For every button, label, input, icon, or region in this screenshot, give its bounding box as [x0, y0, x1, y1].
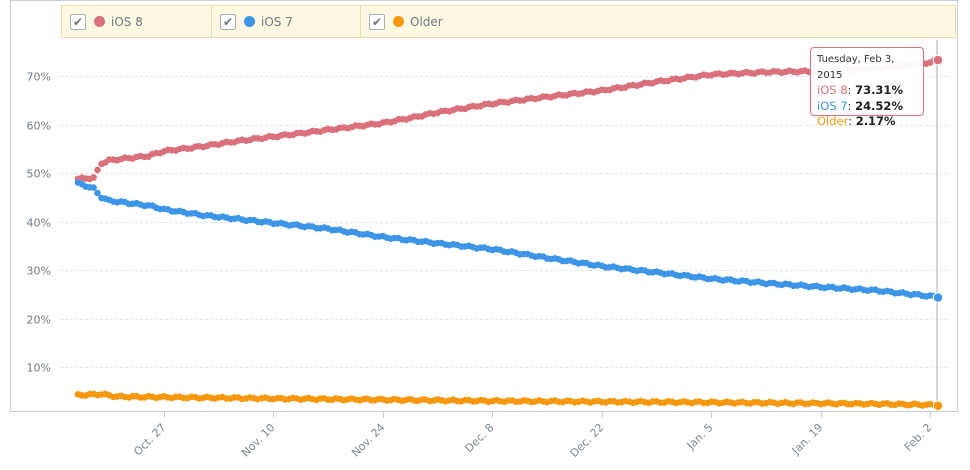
legend-item-ios8[interactable]: ✔ iOS 8 [62, 6, 212, 37]
y-tick-label: 10% [27, 362, 51, 375]
checkbox-icon[interactable]: ✔ [369, 13, 385, 30]
gridlines [60, 76, 948, 368]
tooltip-series-label: iOS 7 [817, 98, 848, 113]
series-older [74, 390, 944, 412]
tooltip-value: 2.17% [855, 114, 896, 128]
tooltip-row-ios8: iOS 8: 73.31% [817, 83, 903, 97]
legend-label: Older [410, 14, 443, 29]
y-axis: 10% 20% 30% 40% 50% 60% 70% [27, 71, 51, 375]
legend: ✔ iOS 8 ✔ iOS 7 ✔ Older [61, 5, 956, 38]
series-color-dot-icon [244, 16, 255, 27]
tooltip: Tuesday, Feb 3, 2015 iOS 8: 73.31% iOS 7… [810, 47, 924, 128]
tooltip-series-label: Older [817, 114, 849, 128]
tooltip-value: 73.31% [855, 83, 903, 97]
tooltip-row-ios7: iOS 7: 24.52% [817, 98, 903, 113]
y-tick-label: 60% [27, 120, 51, 133]
data-point [932, 292, 944, 303]
series-color-dot-icon [94, 16, 105, 27]
x-tick-label: Feb. 2 [902, 421, 935, 454]
checkbox-icon[interactable]: ✔ [220, 13, 236, 30]
y-tick-label: 70% [27, 71, 51, 84]
data-point [90, 184, 97, 191]
y-tick-label: 30% [27, 265, 51, 278]
checkbox-icon[interactable]: ✔ [70, 13, 86, 30]
x-tick-label: Jan. 19 [789, 421, 826, 458]
x-tick-label: Dec. 8 [462, 421, 496, 455]
x-tick-label: Nov. 10 [239, 421, 278, 460]
x-axis: Oct. 27 Nov. 10 Nov. 24 Dec. 8 Dec. 22 Jan. 5… [131, 412, 935, 460]
data-point [932, 54, 944, 66]
data-point [90, 174, 97, 181]
tooltip-row-older: Older: 2.17% [817, 114, 896, 128]
data-point [94, 166, 101, 174]
x-tick-label: Jan. 5 [684, 421, 716, 453]
tooltip-value: 24.52% [855, 98, 903, 113]
series-ios-7 [74, 179, 944, 303]
x-tick-label: Dec. 22 [568, 421, 607, 460]
x-tick-label: Nov. 24 [349, 421, 388, 460]
legend-label: iOS 7 [261, 14, 293, 29]
series-color-dot-icon [393, 16, 404, 27]
legend-label: iOS 8 [111, 14, 143, 29]
y-tick-label: 20% [27, 314, 51, 327]
x-tick-label: Oct. 27 [131, 421, 168, 458]
data-point [94, 189, 101, 197]
data-point [932, 400, 944, 412]
tooltip-series-label: iOS 8 [817, 83, 848, 97]
y-tick-label: 40% [27, 217, 51, 230]
legend-item-older[interactable]: ✔ Older [361, 6, 501, 37]
y-tick-label: 50% [27, 168, 51, 181]
tooltip-date: Tuesday, Feb 3, 2015 [817, 54, 895, 81]
legend-item-ios7[interactable]: ✔ iOS 7 [212, 6, 361, 37]
